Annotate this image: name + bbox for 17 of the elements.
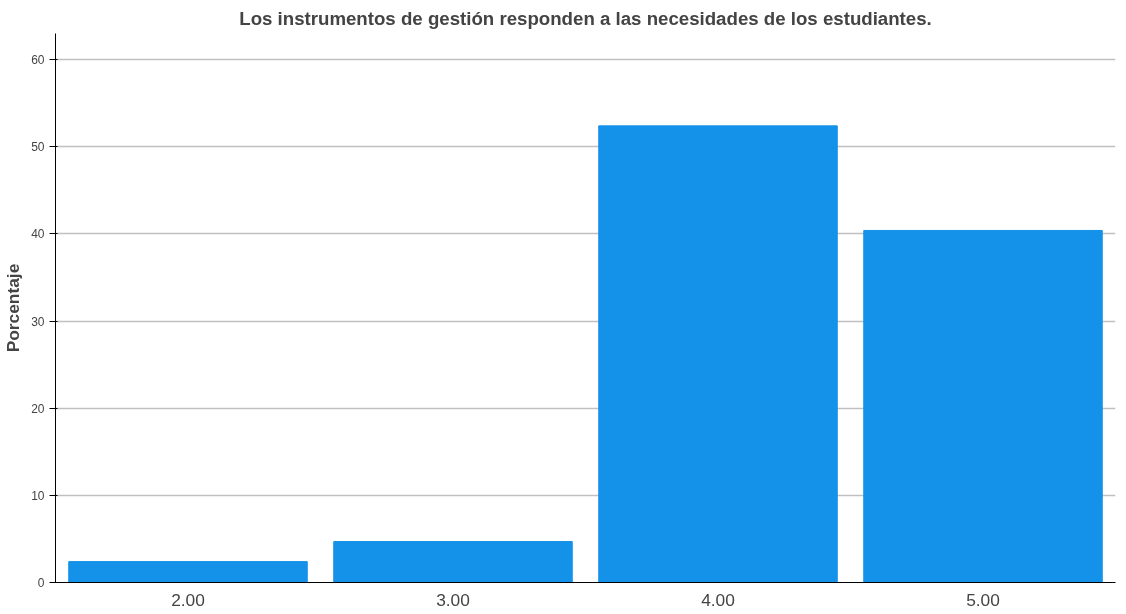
- y-tick-label: 0: [37, 576, 45, 590]
- y-axis-title: Porcentaje: [3, 263, 24, 353]
- bar: [333, 541, 573, 583]
- x-tick-label: 2.00: [171, 589, 205, 610]
- bar: [863, 229, 1103, 583]
- x-tick-label: 4.00: [701, 589, 735, 610]
- y-tick-label: 60: [31, 53, 45, 68]
- y-tick-label: 40: [31, 227, 45, 242]
- bar: [68, 561, 308, 583]
- y-tick-label: 50: [31, 140, 45, 155]
- y-tick-label: 30: [31, 314, 45, 329]
- chart-title: Los instrumentos de gestión responden a las necesidades de los estudiantes.: [239, 7, 932, 29]
- x-tick-label: 3.00: [436, 589, 470, 610]
- x-tick-label: 5.00: [966, 589, 1000, 610]
- bar: [598, 125, 838, 583]
- y-tick-label: 20: [31, 401, 45, 416]
- y-tick-label: 10: [31, 488, 45, 503]
